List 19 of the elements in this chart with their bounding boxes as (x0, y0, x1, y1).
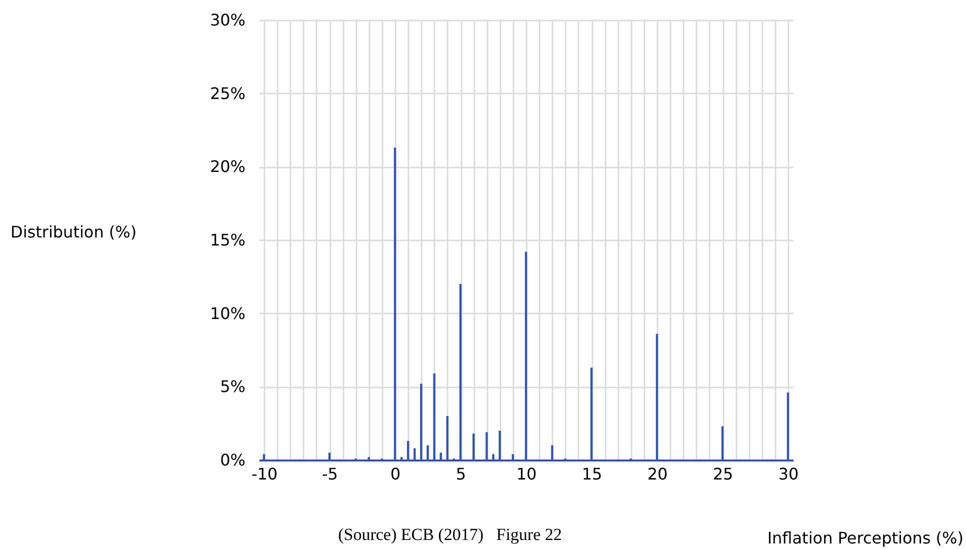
x-tick-label: 0 (390, 464, 401, 484)
x-axis-title: Inflation Perceptions (%) (767, 528, 964, 548)
y-axis-title: Distribution (%) (10, 222, 137, 242)
x-tick-label: 30 (778, 464, 799, 484)
y-tick-label: 10% (210, 304, 246, 323)
x-tick-label: -5 (322, 464, 338, 484)
y-tick-label: 0% (220, 450, 246, 470)
x-tick-label: 15 (582, 464, 602, 484)
text: (Source) ECB (2017) Figure 22 (337, 525, 563, 545)
x-tick-label: 25 (712, 464, 734, 484)
y-tick-label: 5% (220, 377, 246, 396)
x-tick-label: 20 (647, 464, 668, 484)
y-tick-label: 30% (210, 10, 246, 30)
x-tick-label: 5 (456, 464, 466, 484)
y-tick-label: 15% (210, 230, 246, 250)
x-tick-label: 10 (516, 464, 537, 484)
x-tick-label: -10 (251, 464, 278, 484)
y-tick-label: 20% (210, 157, 246, 176)
y-tick-label: 25% (210, 84, 246, 103)
